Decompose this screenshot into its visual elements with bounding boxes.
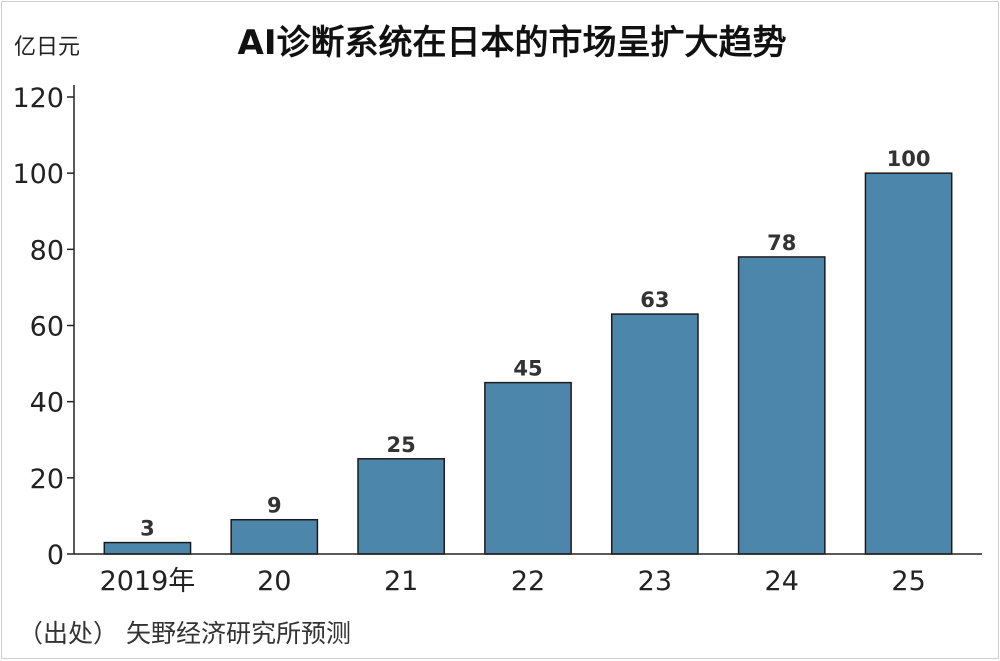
data-labels: 3 9 25 45 63 78 100 bbox=[140, 147, 930, 540]
data-label: 25 bbox=[387, 433, 416, 457]
y-tick-label: 40 bbox=[30, 388, 64, 419]
bar-0 bbox=[103, 541, 192, 555]
bar-4 bbox=[610, 313, 699, 555]
x-category-label: 2019年 bbox=[100, 566, 196, 597]
bar-1 bbox=[230, 518, 319, 555]
data-label: 63 bbox=[640, 288, 669, 312]
x-category-label: 20 bbox=[257, 566, 291, 597]
chart-title: AI诊断系统在日本的市场呈扩大趋势 bbox=[238, 23, 787, 63]
bar-2 bbox=[357, 458, 446, 555]
y-tick-label: 80 bbox=[30, 235, 64, 266]
x-category-label: 22 bbox=[511, 566, 545, 597]
bar-5 bbox=[737, 256, 826, 555]
x-category-label: 21 bbox=[384, 566, 418, 597]
data-label: 3 bbox=[140, 517, 155, 541]
data-label: 100 bbox=[887, 147, 931, 171]
source-note: （出处） 矢野经济研究所预测 bbox=[18, 619, 351, 648]
x-axis-categories: 2019年 20 21 22 23 24 25 bbox=[100, 566, 926, 597]
bar-3 bbox=[484, 381, 572, 555]
y-tick-label: 120 bbox=[12, 83, 64, 114]
y-tick-label: 100 bbox=[12, 159, 64, 190]
y-tick-label: 60 bbox=[30, 312, 64, 343]
bars bbox=[103, 172, 953, 555]
x-category-label: 25 bbox=[891, 566, 925, 597]
data-label: 78 bbox=[767, 231, 796, 255]
x-category-label: 23 bbox=[638, 566, 672, 597]
y-tick-label: 20 bbox=[30, 464, 64, 495]
data-label: 45 bbox=[513, 357, 542, 381]
y-axis-ticks: 0 20 40 60 80 100 120 bbox=[12, 83, 74, 571]
bar-6 bbox=[864, 172, 953, 555]
x-category-label: 24 bbox=[765, 566, 799, 597]
data-label: 9 bbox=[267, 494, 282, 518]
y-axis-unit-label: 亿日元 bbox=[14, 35, 80, 60]
y-tick-label: 0 bbox=[47, 540, 64, 571]
